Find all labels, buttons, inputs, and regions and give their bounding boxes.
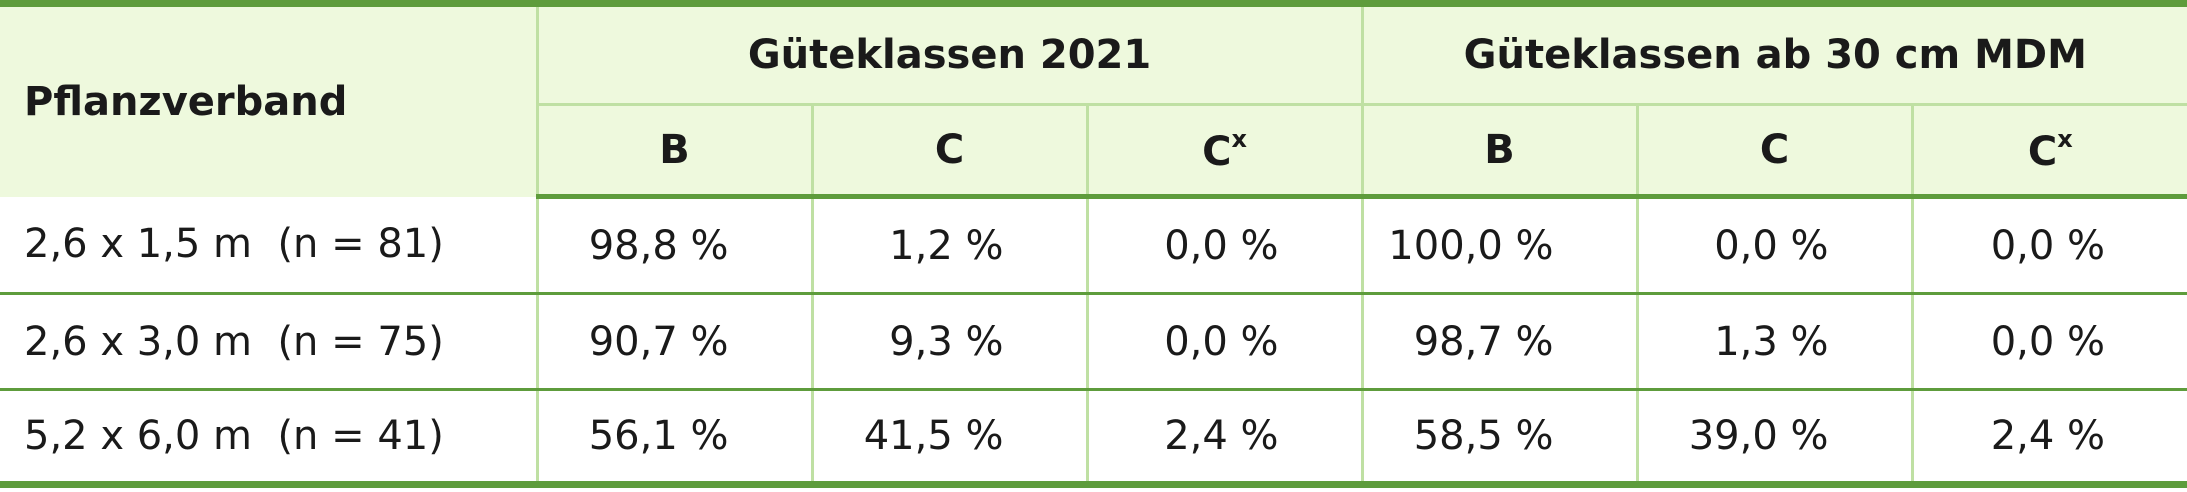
table-row: 2,6 x 3,0 m (n = 75) 90,7 % 9,3 % 0,0 % 98,7…: [0, 293, 2187, 391]
value-cell: 0,0 %: [1635, 196, 1913, 295]
value-cell: 0,0 %: [1910, 293, 2187, 391]
header-text: B: [1484, 127, 1515, 173]
header-superscript: x: [2057, 125, 2073, 153]
value-cell: 41,5 %: [810, 389, 1087, 488]
value-cell: 1,2 %: [810, 196, 1087, 295]
value-cell: 90,7 %: [535, 293, 812, 391]
header-group: Güteklassen ab 30 cm MDM: [1360, 0, 2187, 105]
value-cell: 2,4 %: [1085, 389, 1363, 488]
table-header: Pflanzverband Güteklassen 2021 Güteklass…: [0, 0, 2187, 199]
header-cell: C: [810, 103, 1087, 199]
value-cell: 1,3 %: [1635, 293, 1913, 391]
header-text: B: [659, 127, 690, 173]
header-cell: C: [1635, 103, 1913, 199]
value-cell: 0,0 %: [1085, 293, 1363, 391]
header-cell: Cx: [1085, 103, 1363, 199]
table-row: 2,6 x 1,5 m (n = 81) 98,8 % 1,2 % 0,0 % 100,…: [0, 196, 2187, 295]
value-cell: 0,0 %: [1910, 196, 2187, 295]
header-cell: B: [1360, 103, 1638, 199]
header-superscript: x: [1231, 125, 1247, 153]
table-row: 5,2 x 6,0 m (n = 41) 56,1 % 41,5 % 2,4 % 58,…: [0, 389, 2187, 488]
header-group: Güteklassen 2021: [535, 0, 1363, 105]
row-label: 2,6 x 1,5 m (n = 81): [0, 196, 537, 295]
header-text: C: [1759, 127, 1790, 173]
header-cell: Pflanzverband: [0, 0, 537, 197]
header-text: C: [934, 127, 965, 173]
header-cell: B: [535, 103, 812, 199]
value-cell: 98,7 %: [1360, 293, 1638, 391]
header-cell: Cx: [1910, 103, 2187, 199]
row-label: 2,6 x 3,0 m (n = 75): [0, 293, 537, 391]
table-body: 2,6 x 1,5 m (n = 81) 98,8 % 1,2 % 0,0 % 100,…: [0, 196, 2187, 488]
value-cell: 58,5 %: [1360, 389, 1638, 488]
value-cell: 2,4 %: [1910, 389, 2187, 488]
value-cell: 9,3 %: [810, 293, 1087, 391]
header-text: C: [2027, 129, 2058, 175]
value-cell: 100,0 %: [1360, 196, 1638, 295]
value-cell: 56,1 %: [535, 389, 812, 488]
header-text: C: [1202, 129, 1232, 175]
row-label: 5,2 x 6,0 m (n = 41): [0, 389, 537, 488]
value-cell: 98,8 %: [535, 196, 812, 295]
value-cell: 0,0 %: [1085, 196, 1363, 295]
value-cell: 39,0 %: [1635, 389, 1913, 488]
